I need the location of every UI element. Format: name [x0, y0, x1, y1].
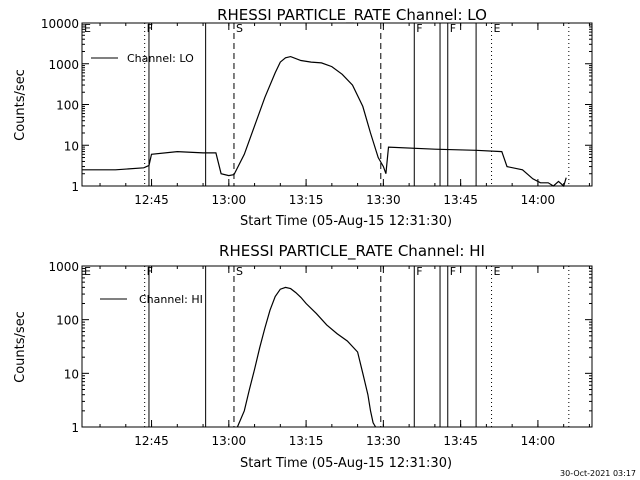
panel-lo-plot-frame — [81, 22, 593, 187]
panel-hi-y-axis-label: Counts/sec — [13, 311, 28, 383]
panel-hi-x-tick-label: 13:30 — [366, 434, 401, 448]
panel-lo-x-axis-label: Start Time (05-Aug-15 12:31:30) — [240, 214, 452, 229]
panel-lo-y-tick-label: 10000 — [41, 17, 79, 31]
panel-lo-legend-label: Channel: LO — [127, 52, 194, 65]
panel-lo-x-tick-label: 13:30 — [366, 193, 401, 207]
panel-hi-title: RHESSI PARTICLE_RATE Channel: HI — [219, 242, 485, 261]
panel-hi-event-marker-label: E — [494, 265, 501, 278]
panel-lo-title: RHESSI PARTICLE_RATE Channel: LO — [217, 6, 487, 25]
panel-hi-x-tick-label: 13:45 — [443, 434, 478, 448]
panel-hi-plot-frame — [81, 265, 593, 428]
panel-lo-y-tick-label: 1 — [71, 180, 79, 194]
panel-lo-x-tick-label: 13:15 — [289, 193, 324, 207]
panel-hi-series-line — [236, 286, 377, 428]
panel-hi: RHESSI PARTICLE_RATE Channel: HI 12:45 13… — [13, 242, 593, 471]
panel-hi-y-tick-label: 100 — [56, 314, 79, 328]
panel-lo-event-marker-label: S — [236, 22, 243, 35]
panel-hi-event-marker-label: F — [147, 265, 153, 278]
panel-lo-y-tick-label: 10 — [64, 139, 79, 153]
panel-hi-x-tick-label: 13:15 — [289, 434, 324, 448]
panel-lo-marks: 12:45 13:00 13:15 13:30 13:45 14:00 1 10 100 1000… — [41, 17, 592, 207]
panel-hi-x-tick-label: 13:00 — [212, 434, 247, 448]
panel-lo-event-marker-label: E — [84, 22, 91, 35]
panel-hi-x-axis-label: Start Time (05-Aug-15 12:31:30) — [240, 456, 452, 471]
footer-timestamp: 30-Oct-2021 03:17 — [560, 469, 636, 478]
panel-hi-event-marker-label: S — [236, 265, 243, 278]
panel-hi-event-marker-label: E — [84, 265, 91, 278]
panel-lo-x-tick-label: 12:45 — [134, 193, 169, 207]
panel-lo-y-axis-label: Counts/sec — [13, 69, 28, 141]
panel-hi-y-tick-label: 1 — [71, 421, 79, 435]
panel-lo-series-line — [82, 55, 567, 188]
panel-hi-event-marker-label: F — [450, 265, 456, 278]
panel-hi-y-tick-label: 10 — [64, 367, 79, 381]
panel-lo-y-tick-label: 100 — [56, 99, 79, 113]
panel-lo-x-tick-label: 13:00 — [212, 193, 247, 207]
panel-hi-x-tick-label: 12:45 — [134, 434, 169, 448]
panel-hi-legend-label: Channel: HI — [139, 293, 203, 306]
panel-lo-event-marker-label: F — [450, 22, 456, 35]
panel-lo-event-marker-label: F — [416, 22, 422, 35]
panel-hi-x-tick-label: 14:00 — [521, 434, 556, 448]
panel-lo-event-marker-label: E — [494, 22, 501, 35]
panel-lo-event-marker-label: F — [147, 22, 153, 35]
panel-lo-x-tick-label: 14:00 — [521, 193, 556, 207]
panel-lo: RHESSI PARTICLE_RATE Channel: LO 12:45 13… — [13, 6, 593, 229]
panel-lo-y-tick-label: 1000 — [48, 58, 79, 72]
panel-hi-event-marker-label: F — [416, 265, 422, 278]
panel-hi-y-tick-label: 1000 — [48, 260, 79, 274]
panel-hi-marks: 12:45 13:00 13:15 13:30 13:45 14:00 1 10 100 1000… — [48, 260, 592, 448]
panel-lo-x-tick-label: 13:45 — [443, 193, 478, 207]
